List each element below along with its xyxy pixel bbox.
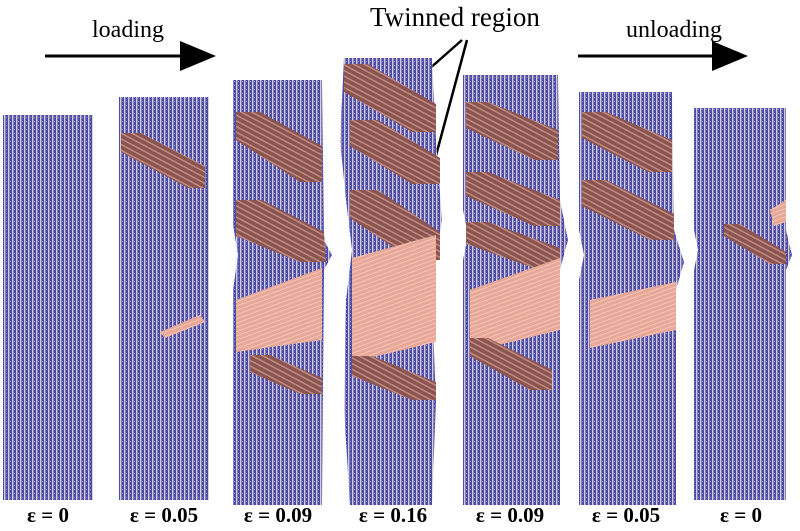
strain-label: ε = 0.09 <box>243 503 313 527</box>
twin-band <box>250 355 322 394</box>
twin-band <box>770 200 786 226</box>
sample-strain-0.05-loading <box>119 97 209 500</box>
twin-band <box>350 120 440 184</box>
twin-band <box>582 112 672 172</box>
twin-band <box>236 112 322 182</box>
strain-label: ε = 0 <box>720 503 762 527</box>
twin-band <box>352 235 436 362</box>
twin-band <box>470 338 552 390</box>
twin-band <box>236 268 322 352</box>
sample-strain-0-unloading <box>694 108 792 500</box>
twin-band <box>352 356 436 400</box>
sample-strain-0.09-loading <box>233 80 332 505</box>
strain-label: ε = 0.09 <box>475 503 545 527</box>
sample-strain-0.16-loading <box>340 58 442 505</box>
twin-band <box>344 64 436 132</box>
twin-band <box>724 224 786 264</box>
sample-strain-0.05-unloading <box>579 92 684 505</box>
twin-band <box>160 315 205 338</box>
twin-band <box>236 200 326 262</box>
unloading-label: unloading <box>626 17 722 43</box>
twin-band <box>466 222 560 268</box>
strain-label: ε = 0 <box>27 503 69 527</box>
twinned-region-annotation: Twinned region <box>370 2 540 32</box>
loading-label: loading <box>92 17 164 43</box>
sample-strain-0-loading <box>3 115 93 500</box>
sample-strain-0.09-unloading <box>463 75 568 505</box>
twin-band <box>590 282 676 348</box>
strain-label: ε = 0.16 <box>358 503 428 527</box>
twin-band <box>466 172 560 226</box>
strain-label: ε = 0.05 <box>129 503 199 527</box>
twin-band <box>466 102 558 160</box>
twin-band <box>582 180 674 240</box>
strain-label: ε = 0.05 <box>591 503 661 527</box>
twin-band <box>121 133 205 188</box>
twin-band <box>470 258 560 352</box>
